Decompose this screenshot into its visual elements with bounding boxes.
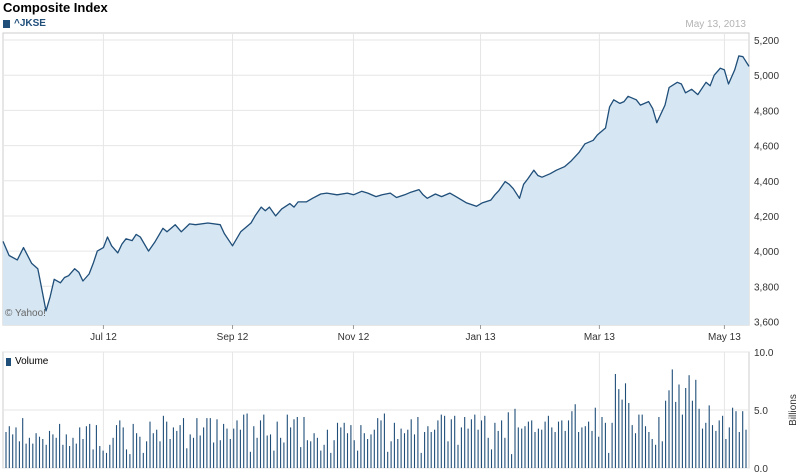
volume-y-axis-label: Billions: [788, 394, 799, 426]
legend-swatch-icon: [3, 19, 10, 28]
volume-y-tick-label: 0.0: [754, 464, 768, 475]
price-y-tick-label: 5,000: [754, 71, 779, 82]
price-y-tick-label: 3,800: [754, 282, 779, 293]
date-label: May 13, 2013: [685, 19, 746, 30]
price-y-tick-label: 4,800: [754, 106, 779, 117]
price-y-tick-label: 5,200: [754, 36, 779, 47]
x-tick-label: Mar 13: [584, 332, 616, 343]
legend-volume-swatch-icon: [6, 357, 11, 366]
x-tick-label: Nov 12: [338, 332, 370, 343]
volume-y-tick-label: 10.0: [754, 348, 774, 359]
volume-y-tick-label: 5.0: [754, 406, 768, 417]
price-y-tick-label: 4,200: [754, 212, 779, 223]
x-tick-label: Jul 12: [90, 332, 117, 343]
legend-volume-label: Volume: [15, 356, 49, 367]
price-y-tick-label: 3,600: [754, 317, 779, 328]
price-line: [2, 55, 750, 312]
price-y-tick-label: 4,600: [754, 142, 779, 153]
x-tick-label: Jan 13: [466, 332, 496, 343]
legend-main-label: ^JKSE: [14, 18, 46, 29]
price-y-tick-label: 4,400: [754, 177, 779, 188]
price-area-fill: [3, 55, 749, 326]
chart-title: Composite Index: [3, 0, 108, 15]
price-y-tick-label: 4,000: [754, 247, 779, 258]
x-tick-label: Sep 12: [217, 332, 249, 343]
legend-volume-series: Volume: [6, 356, 48, 367]
legend-main-series: ^JKSE: [3, 18, 46, 29]
x-tick-label: May 13: [708, 332, 741, 343]
copyright-label: © Yahoo!: [5, 308, 46, 319]
